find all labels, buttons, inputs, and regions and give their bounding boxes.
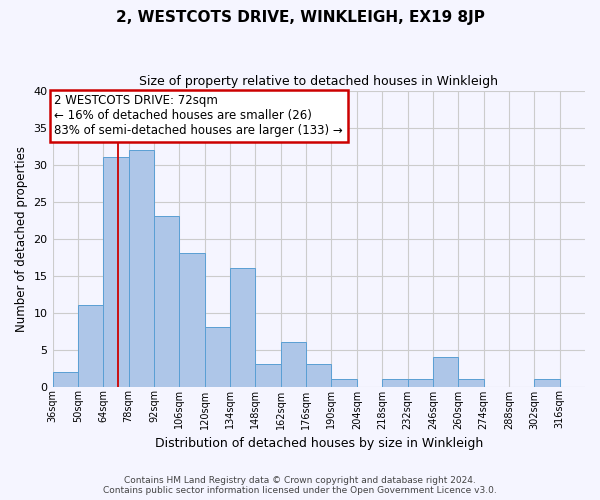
Bar <box>281 342 306 386</box>
Bar <box>78 305 103 386</box>
Bar <box>306 364 331 386</box>
Text: 2 WESTCOTS DRIVE: 72sqm
← 16% of detached houses are smaller (26)
83% of semi-de: 2 WESTCOTS DRIVE: 72sqm ← 16% of detache… <box>55 94 343 138</box>
Bar <box>458 379 484 386</box>
Bar <box>433 357 458 386</box>
Bar <box>407 379 433 386</box>
Bar <box>154 216 179 386</box>
Bar <box>179 254 205 386</box>
Bar <box>382 379 407 386</box>
Bar <box>103 157 128 386</box>
Bar <box>331 379 357 386</box>
X-axis label: Distribution of detached houses by size in Winkleigh: Distribution of detached houses by size … <box>155 437 483 450</box>
Bar <box>230 268 256 386</box>
Text: Contains HM Land Registry data © Crown copyright and database right 2024.
Contai: Contains HM Land Registry data © Crown c… <box>103 476 497 495</box>
Bar <box>128 150 154 386</box>
Title: Size of property relative to detached houses in Winkleigh: Size of property relative to detached ho… <box>139 75 498 88</box>
Bar <box>256 364 281 386</box>
Bar <box>205 328 230 386</box>
Text: 2, WESTCOTS DRIVE, WINKLEIGH, EX19 8JP: 2, WESTCOTS DRIVE, WINKLEIGH, EX19 8JP <box>116 10 484 25</box>
Bar <box>53 372 78 386</box>
Bar <box>534 379 560 386</box>
Y-axis label: Number of detached properties: Number of detached properties <box>15 146 28 332</box>
